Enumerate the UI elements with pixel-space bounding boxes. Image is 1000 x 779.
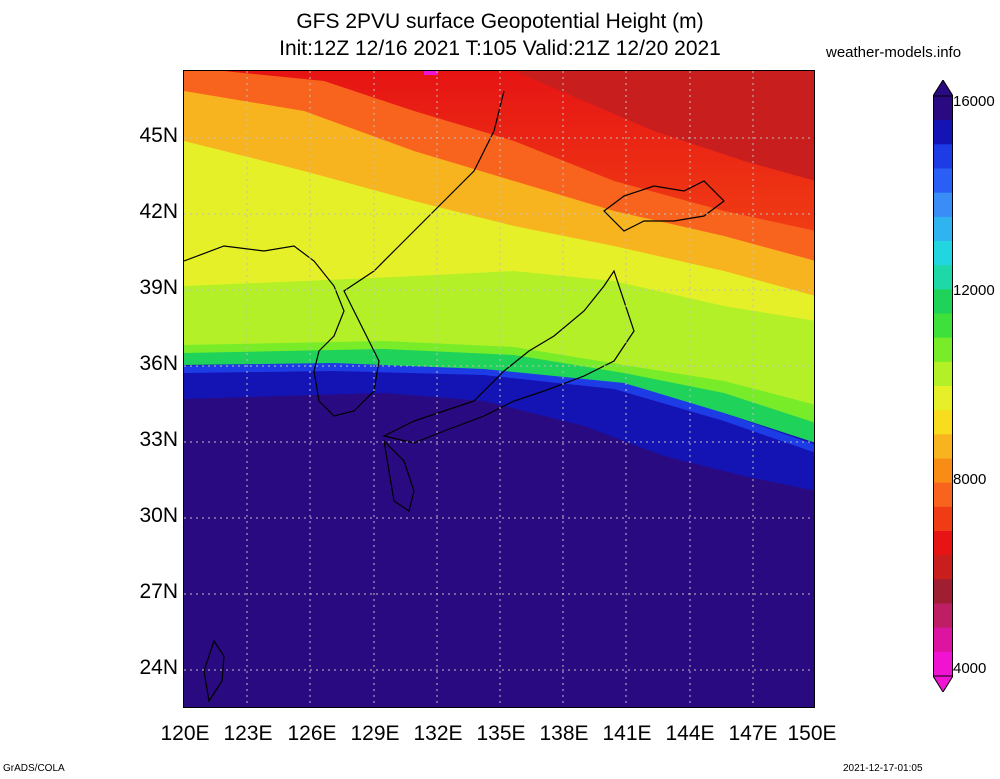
colorbar-swatch xyxy=(933,144,953,169)
lat-label-30n: 30N xyxy=(139,504,178,527)
site-watermark: weather-models.info xyxy=(826,44,962,61)
colorbar-swatch xyxy=(933,337,953,363)
lon-label-129e: 129E xyxy=(350,722,400,745)
colorbar-swatch xyxy=(933,627,953,653)
colorbar-swatch xyxy=(933,96,953,121)
footer-grads-credit: GrADS/COLA xyxy=(3,763,65,774)
map-title: GFS 2PVU surface Geopotential Height (m) xyxy=(296,10,704,33)
lat-label-36n: 36N xyxy=(139,352,178,375)
colorbar-swatch xyxy=(933,313,953,339)
colorbar-label-16000: 16000 xyxy=(953,93,995,110)
map-plot xyxy=(183,70,815,708)
lat-label-39n: 39N xyxy=(139,276,178,299)
lon-label-147e: 147E xyxy=(728,722,778,745)
colorbar-swatch xyxy=(933,458,953,484)
colorbar-label-12000: 12000 xyxy=(953,282,995,299)
lon-label-138e: 138E xyxy=(539,722,589,745)
lon-label-132e: 132E xyxy=(413,722,463,745)
lon-label-141e: 141E xyxy=(602,722,652,745)
colorbar-swatch xyxy=(933,265,953,290)
lon-label-126e: 126E xyxy=(287,722,337,745)
colorbar-swatch xyxy=(933,482,953,508)
colorbar-swatch xyxy=(933,506,953,532)
footer-timestamp: 2021-12-17-01:05 xyxy=(843,763,923,774)
colorbar-cap-top xyxy=(933,80,953,97)
colorbar-swatch xyxy=(933,386,953,411)
colorbar-label-8000: 8000 xyxy=(953,471,987,488)
colorbar-swatch xyxy=(933,241,953,266)
lon-label-150e: 150E xyxy=(787,722,837,745)
lat-label-33n: 33N xyxy=(139,428,178,451)
map-subtitle: Init:12Z 12/16 2021 T:105 Valid:21Z 12/2… xyxy=(279,37,721,60)
colorbar-swatch xyxy=(933,361,953,387)
colorbar-swatch xyxy=(933,410,953,435)
lon-label-144e: 144E xyxy=(665,722,715,745)
colorbar-swatch xyxy=(933,120,953,145)
colorbar-swatch xyxy=(933,289,953,314)
lon-label-120e: 120E xyxy=(160,722,210,745)
lon-label-123e: 123E xyxy=(223,722,273,745)
colorbar-swatch xyxy=(933,434,953,459)
colorbar-swatch xyxy=(933,555,953,580)
colorbar-cap-bottom xyxy=(933,675,953,692)
lat-label-42n: 42N xyxy=(139,200,178,223)
colorbar-swatch xyxy=(933,579,953,604)
geopotential-field xyxy=(184,71,814,707)
colorbar-frame xyxy=(933,95,953,677)
colorbar-swatch xyxy=(933,168,953,194)
lat-label-27n: 27N xyxy=(139,580,178,603)
colorbar xyxy=(933,80,953,692)
colorbar-swatch xyxy=(933,192,953,218)
colorbar-label-4000: 4000 xyxy=(953,660,987,677)
colorbar-swatch xyxy=(933,603,953,629)
lon-label-135e: 135E xyxy=(476,722,526,745)
colorbar-swatch xyxy=(933,651,953,677)
colorbar-swatch xyxy=(933,216,953,242)
lat-label-24n: 24N xyxy=(139,656,178,679)
colorbar-swatch xyxy=(933,531,953,556)
lat-label-45n: 45N xyxy=(139,124,178,147)
